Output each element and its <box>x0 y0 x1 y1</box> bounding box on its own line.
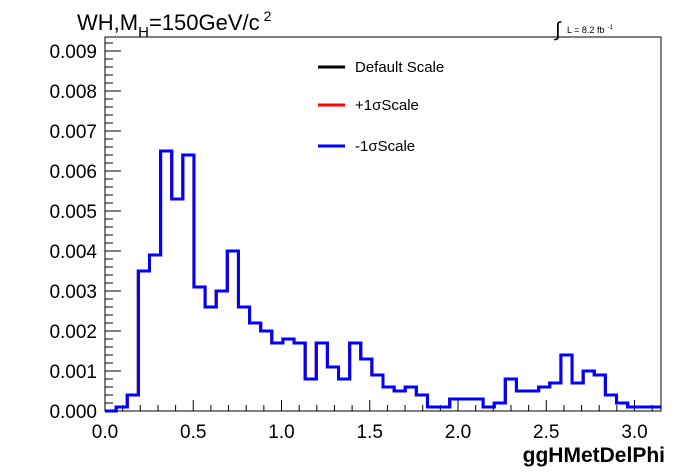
y-tick-label: 0.009 <box>49 42 97 63</box>
legend-label-plus1sigma-scale: +1σScale <box>355 97 419 114</box>
series-layer <box>105 149 661 413</box>
chart-title: WH,MH=150GeV/c 2 <box>77 8 272 41</box>
x-tick-label: 2.5 <box>533 422 559 443</box>
x-tick-label: 1.5 <box>357 422 383 443</box>
series-line-2 <box>105 149 661 413</box>
legend-label-minus1sigma-scale: -1σScale <box>355 138 415 155</box>
x-axis-title: ggHMetDelPhi <box>523 444 665 467</box>
x-tick-label: 0.0 <box>92 422 118 443</box>
plot-frame <box>104 36 662 412</box>
x-tick-label: 3.0 <box>621 422 647 443</box>
chart-title-subscript: H <box>138 24 149 41</box>
x-tick-label: 0.5 <box>180 422 206 443</box>
x-tick-label: 1.0 <box>268 422 294 443</box>
x-axis: 0.0 0.5 1.0 1.5 2.0 2.5 3.0 <box>92 400 653 443</box>
y-tick-label: 0.001 <box>49 362 97 383</box>
y-axis: 0.000 0.001 0.002 0.003 0.004 0.005 0.006 0.007… <box>49 42 121 423</box>
chart-title-superscript: 2 <box>264 8 272 24</box>
y-tick-label: 0.002 <box>49 322 97 343</box>
series-line-0 <box>105 149 661 413</box>
y-tick-label: 0.008 <box>49 82 97 103</box>
lumi-superscript: -1 <box>607 25 613 31</box>
lumi-label: L = 8.2 fb -1 <box>567 25 613 35</box>
y-tick-label: 0.004 <box>49 242 97 263</box>
legend-label-default-scale: Default Scale <box>355 59 444 76</box>
y-tick-label: 0.003 <box>49 282 97 303</box>
series-line-1 <box>105 149 661 413</box>
y-tick-label: 0.005 <box>49 202 97 223</box>
legend: Default Scale +1σScale -1σScale <box>318 59 444 155</box>
x-tick-label: 2.0 <box>445 422 471 443</box>
y-tick-label: 0.007 <box>49 122 97 143</box>
lumi-integral-sign: ∫ <box>554 19 562 41</box>
y-tick-label: 0.000 <box>49 402 97 423</box>
y-tick-label: 0.006 <box>49 162 97 183</box>
